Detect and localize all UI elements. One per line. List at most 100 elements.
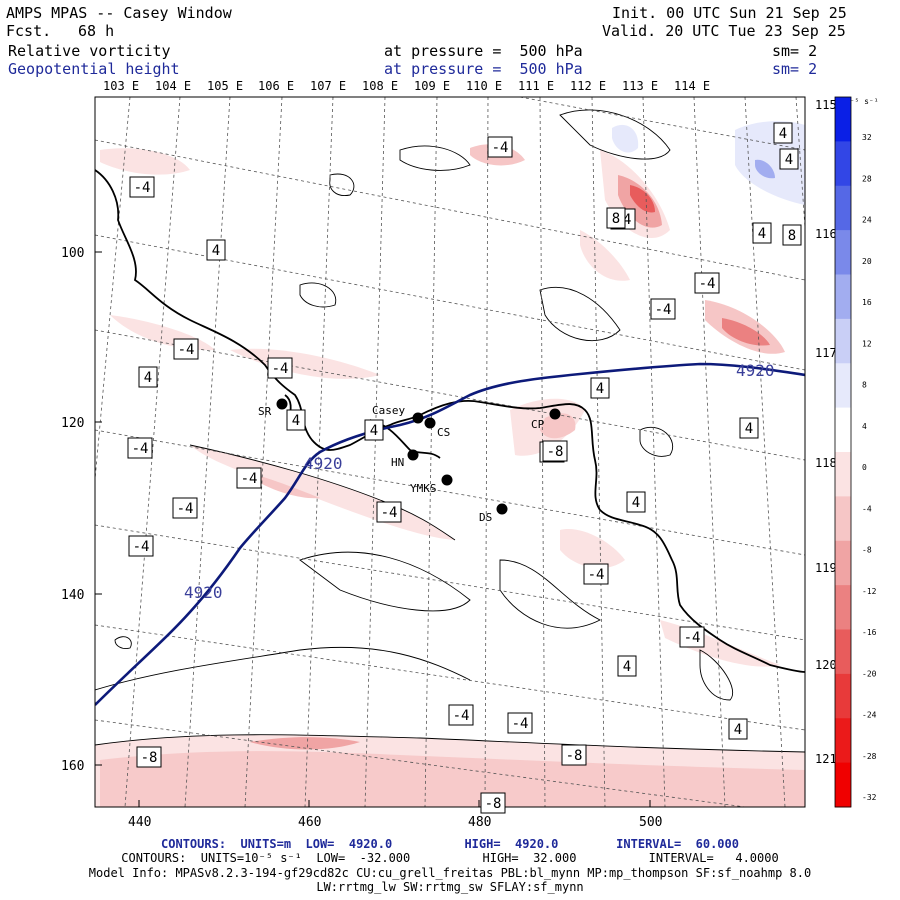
colorbar-tick-label: -8 bbox=[862, 546, 872, 555]
vorticity-contours bbox=[95, 109, 805, 753]
vorticity-label-text: 4 bbox=[292, 413, 300, 429]
plot-border bbox=[94, 96, 806, 808]
vorticity-label-text: 4 bbox=[632, 495, 640, 511]
colorbar-swatch bbox=[835, 762, 851, 808]
colorbar-swatch bbox=[835, 274, 851, 320]
vorticity-label-text: 4 bbox=[745, 421, 753, 437]
vorticity-label-text: -4 bbox=[132, 441, 149, 457]
x-tick-label: 440 bbox=[128, 815, 151, 830]
vorticity-label-text: 4 bbox=[785, 152, 793, 168]
colorbar-tick-label: 16 bbox=[862, 298, 872, 307]
colorbar-border bbox=[834, 96, 852, 808]
vorticity-label-text: -4 bbox=[178, 342, 195, 358]
vorticity-label-text: 4 bbox=[758, 226, 766, 242]
colorbar-tick-label: -32 bbox=[862, 793, 877, 802]
station-marker-hn[interactable] bbox=[407, 449, 419, 461]
vorticity-label-box: 4 bbox=[773, 122, 793, 144]
vorticity-label-text: -4 bbox=[177, 501, 194, 517]
vorticity-label-box: 4 bbox=[728, 718, 748, 740]
map-title: AMPS MPAS -- Casey Window bbox=[6, 4, 232, 22]
vorticity-label-box: 4 bbox=[590, 377, 610, 399]
colorbar-unit: 10⁻⁵ s⁻¹ bbox=[840, 97, 879, 106]
vorticity-label-text: -4 bbox=[272, 361, 289, 377]
forecast-hours: 68 h bbox=[78, 22, 115, 40]
vorticity-label-text: -8 bbox=[141, 750, 158, 766]
lon-label: 112 E bbox=[570, 79, 606, 93]
lon-label: 105 E bbox=[207, 79, 243, 93]
vorticity-label-text: -4 bbox=[381, 505, 398, 521]
footer-physics-info: LW:rrtmg_lw SW:rrtmg_sw SFLAY:sf_mynn bbox=[316, 880, 584, 894]
vorticity-label-text: 4 bbox=[734, 722, 742, 738]
colorbar-swatch bbox=[835, 363, 851, 409]
colorbar-swatch bbox=[835, 230, 851, 275]
vorticity-label-box: -4 bbox=[236, 467, 262, 489]
colorbar-swatch bbox=[835, 141, 851, 187]
forecast-label: Fcst. bbox=[6, 22, 52, 40]
x-tick-label: 460 bbox=[298, 815, 321, 830]
vorticity-label-box: 4 bbox=[626, 491, 646, 513]
vorticity-label-text: 4 bbox=[212, 243, 220, 259]
colorbar: 10⁻⁵ s⁻¹ 32 28 24 20 16 12 8 4 0 -4 -8 -12 -16 -20 -24… bbox=[834, 96, 879, 808]
field1-level: at pressure = 500 hPa bbox=[384, 42, 583, 60]
vorticity-label-text: 8 bbox=[612, 211, 620, 227]
colorbar-swatch bbox=[835, 97, 851, 142]
colorbar-swatch bbox=[835, 185, 851, 231]
vorticity-label-text: -4 bbox=[655, 302, 672, 318]
y-tick-label: 100 bbox=[61, 246, 84, 261]
map-figure: 440 460 480 500 100 120 140 160 103 E 10… bbox=[61, 79, 879, 830]
axis-ticks bbox=[95, 251, 651, 807]
colorbar-swatch bbox=[835, 585, 851, 630]
vorticity-label-box: -8 bbox=[480, 792, 506, 814]
vorticity-label-text: -4 bbox=[492, 140, 509, 156]
y-tick-label: 160 bbox=[61, 759, 84, 774]
station-marker-sr[interactable] bbox=[276, 398, 288, 410]
axis-tick-labels: 440 460 480 500 100 120 140 160 bbox=[61, 246, 662, 830]
lon-label: 107 E bbox=[310, 79, 346, 93]
vorticity-label-box: -4 bbox=[448, 704, 474, 726]
lon-label: 113 E bbox=[622, 79, 658, 93]
station-marker-casey[interactable] bbox=[412, 412, 424, 424]
vorticity-label-box: -4 bbox=[172, 497, 198, 519]
lon-label: 103 E bbox=[103, 79, 139, 93]
vorticity-label-box: 4 bbox=[138, 366, 158, 388]
footer-height-contours: CONTOURS: UNITS=m LOW= 4920.0 HIGH= 4920… bbox=[161, 837, 739, 851]
height-label: 4920 bbox=[736, 361, 775, 380]
vorticity-label-box: -4 bbox=[679, 626, 705, 648]
colorbar-swatch bbox=[835, 673, 851, 719]
lon-label: 114 E bbox=[674, 79, 710, 93]
lon-label: 106 E bbox=[258, 79, 294, 93]
vorticity-label-box: -4 bbox=[583, 563, 609, 585]
vorticity-label-box: 8 bbox=[606, 207, 626, 229]
vorticity-label-text: 4 bbox=[596, 381, 604, 397]
colorbar-swatch bbox=[835, 452, 851, 497]
lon-label: 108 E bbox=[362, 79, 398, 93]
colorbar-tick-label: -12 bbox=[862, 587, 877, 596]
vorticity-label-text: -4 bbox=[512, 716, 529, 732]
top-longitude-labels: 103 E 104 E 105 E 106 E 107 E 108 E 109 … bbox=[103, 79, 710, 93]
station-marker-cs[interactable] bbox=[424, 417, 436, 429]
vorticity-label-text: 4 bbox=[144, 370, 152, 386]
station-marker-ds[interactable] bbox=[496, 503, 508, 515]
station-marker-ymks[interactable] bbox=[441, 474, 453, 486]
colorbar-tick-label: -28 bbox=[862, 752, 877, 761]
vorticity-label-text: -8 bbox=[485, 796, 502, 812]
height-contour-labels: 4920 4920 4920 bbox=[184, 361, 775, 602]
vorticity-label-box: -8 bbox=[561, 744, 587, 766]
colorbar-swatch bbox=[835, 629, 851, 675]
colorbar-tick-label: 8 bbox=[862, 381, 867, 390]
y-tick-label: 120 bbox=[61, 416, 84, 431]
station-label-ds: DS bbox=[479, 511, 492, 524]
vorticity-label-box: -4 bbox=[129, 176, 155, 198]
field1-name: Relative vorticity bbox=[8, 42, 171, 60]
colorbar-tick-label: -24 bbox=[862, 711, 877, 720]
station-label-ymks: YMKS bbox=[410, 482, 437, 495]
vorticity-label-box: -4 bbox=[694, 272, 720, 294]
vorticity-label-box: 4 bbox=[206, 239, 226, 261]
colorbar-tick-label: 32 bbox=[862, 133, 872, 142]
colorbar-swatch bbox=[835, 407, 851, 453]
station-label-sr: SR bbox=[258, 405, 272, 418]
vorticity-label-box: -8 bbox=[542, 440, 568, 462]
station-marker-cp[interactable] bbox=[549, 408, 561, 420]
x-tick-label: 500 bbox=[639, 815, 662, 830]
vorticity-label-text: -4 bbox=[453, 708, 470, 724]
